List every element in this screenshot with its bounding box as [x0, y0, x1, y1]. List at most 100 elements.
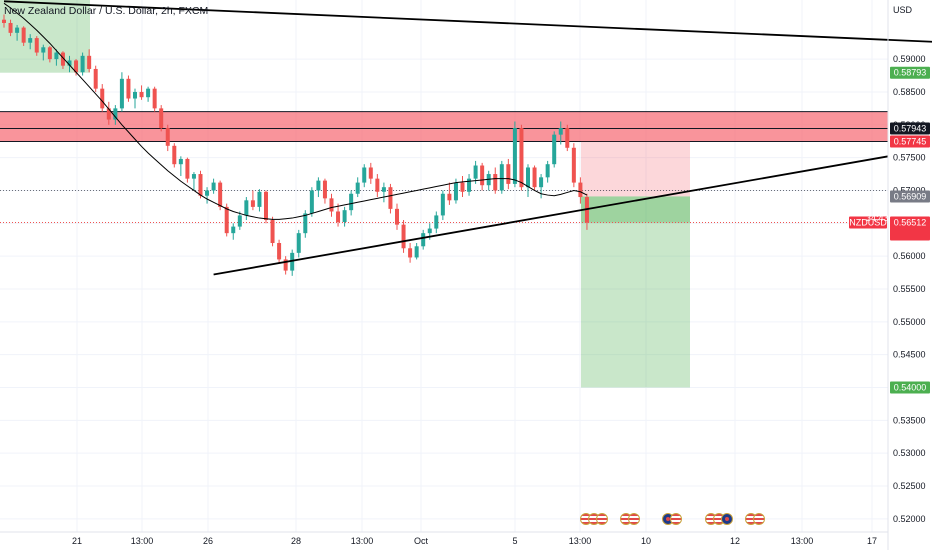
trendlines[interactable] [3, 0, 932, 276]
symbol-badge-bg [849, 216, 887, 229]
x-tick-label: 10 [641, 536, 651, 546]
price-badge-bg [890, 122, 930, 135]
moving-average-line [3, 2, 588, 220]
candle-body [329, 198, 334, 212]
candle-body [250, 200, 255, 207]
us-flag-icon[interactable] [628, 513, 640, 525]
candle-body [237, 215, 242, 227]
candle-body [178, 158, 183, 165]
candle-body [60, 52, 65, 66]
candle-body [296, 233, 301, 253]
y-tick-label: 0.52000 [893, 514, 926, 524]
x-tick-label: 5 [512, 536, 517, 546]
y-tick-label: 0.54500 [893, 350, 926, 360]
grid-lines [0, 0, 888, 532]
event-icon-group[interactable] [662, 513, 682, 525]
candle-body [467, 178, 472, 192]
us-flag-icon[interactable] [670, 513, 682, 525]
candlestick-series [2, 14, 589, 276]
candle-body [473, 165, 478, 179]
candle-body [322, 180, 327, 199]
y-tick-label: 0.58500 [893, 87, 926, 97]
event-icon-group[interactable] [745, 513, 765, 525]
y-tick-label: 0.55000 [893, 317, 926, 327]
candle-body [408, 248, 413, 258]
candle-body [211, 182, 216, 191]
us-flag-icon[interactable] [753, 513, 765, 525]
candle-body [552, 134, 557, 165]
candle-body [421, 233, 426, 247]
candle-body [440, 193, 445, 216]
candle-body [2, 19, 6, 23]
candle-body [119, 78, 124, 109]
candle-body [309, 190, 314, 214]
x-tick-label: 13:00 [569, 536, 592, 546]
candle-body [172, 145, 177, 165]
candle-body [571, 147, 576, 183]
event-icon-group[interactable] [580, 513, 608, 525]
candle-body [74, 60, 79, 73]
candle-body [159, 108, 164, 129]
last-price-value: 0.56512 [894, 218, 927, 228]
x-tick-label: 13:00 [131, 536, 154, 546]
price-badge: 0.56909 [894, 191, 927, 201]
candle-body [93, 68, 98, 89]
candle-body [453, 182, 458, 201]
candle-body [355, 182, 360, 194]
candle-body [395, 208, 399, 225]
candle-body [519, 128, 524, 188]
candle-body [185, 158, 190, 179]
trendline-upper [3, 0, 932, 43]
candle-body [381, 187, 386, 192]
candle-body [257, 191, 262, 207]
candle-body [578, 182, 583, 198]
candle-body [388, 187, 393, 209]
candle-body [87, 55, 92, 69]
y-tick-label: 0.53500 [893, 415, 926, 425]
candle-body [362, 167, 367, 183]
candle-body [493, 174, 498, 191]
candle-body [375, 178, 380, 192]
candle-body [133, 91, 137, 99]
price-badges: 0.58793 0.57943 0.57745 0.56909 0.54000 0.565… [849, 66, 930, 394]
event-icon-group[interactable] [705, 513, 733, 525]
candle-body [558, 128, 563, 135]
candle-body [434, 215, 439, 229]
y-tick-label: 0.56000 [893, 251, 926, 261]
candle-body [401, 224, 406, 249]
candle-body [113, 108, 118, 120]
candle-body [506, 164, 511, 184]
nz-flag-icon[interactable] [721, 513, 733, 525]
candle-body [126, 78, 131, 99]
bar-countdown: 34:43 [866, 213, 889, 223]
candle-body [565, 128, 570, 148]
price-badge-bg [890, 190, 930, 203]
y-tick-label: 0.53000 [893, 448, 926, 458]
candle-body [41, 47, 46, 53]
candle-body [165, 128, 170, 146]
candle-body [336, 211, 341, 222]
candle-body [191, 174, 196, 179]
event-icon-group[interactable] [620, 513, 640, 525]
candle-body [15, 27, 20, 33]
us-flag-icon[interactable] [596, 513, 608, 525]
candle-body [218, 182, 223, 207]
candle-body [34, 38, 39, 53]
candle-body [460, 182, 465, 192]
candle-body [277, 243, 282, 260]
candle-body [545, 164, 550, 178]
x-tick-label: Oct [414, 536, 429, 546]
moving-average [3, 2, 588, 220]
candle-body [54, 52, 59, 60]
candle-body [231, 226, 236, 234]
x-tick-label: 21 [72, 536, 82, 546]
candle-body [316, 180, 321, 191]
candle-body [427, 228, 432, 234]
candle-body [67, 60, 72, 66]
candle-body [47, 47, 52, 60]
price-badge-bg [890, 66, 930, 79]
candle-body [526, 167, 530, 188]
candle-body [342, 210, 347, 222]
